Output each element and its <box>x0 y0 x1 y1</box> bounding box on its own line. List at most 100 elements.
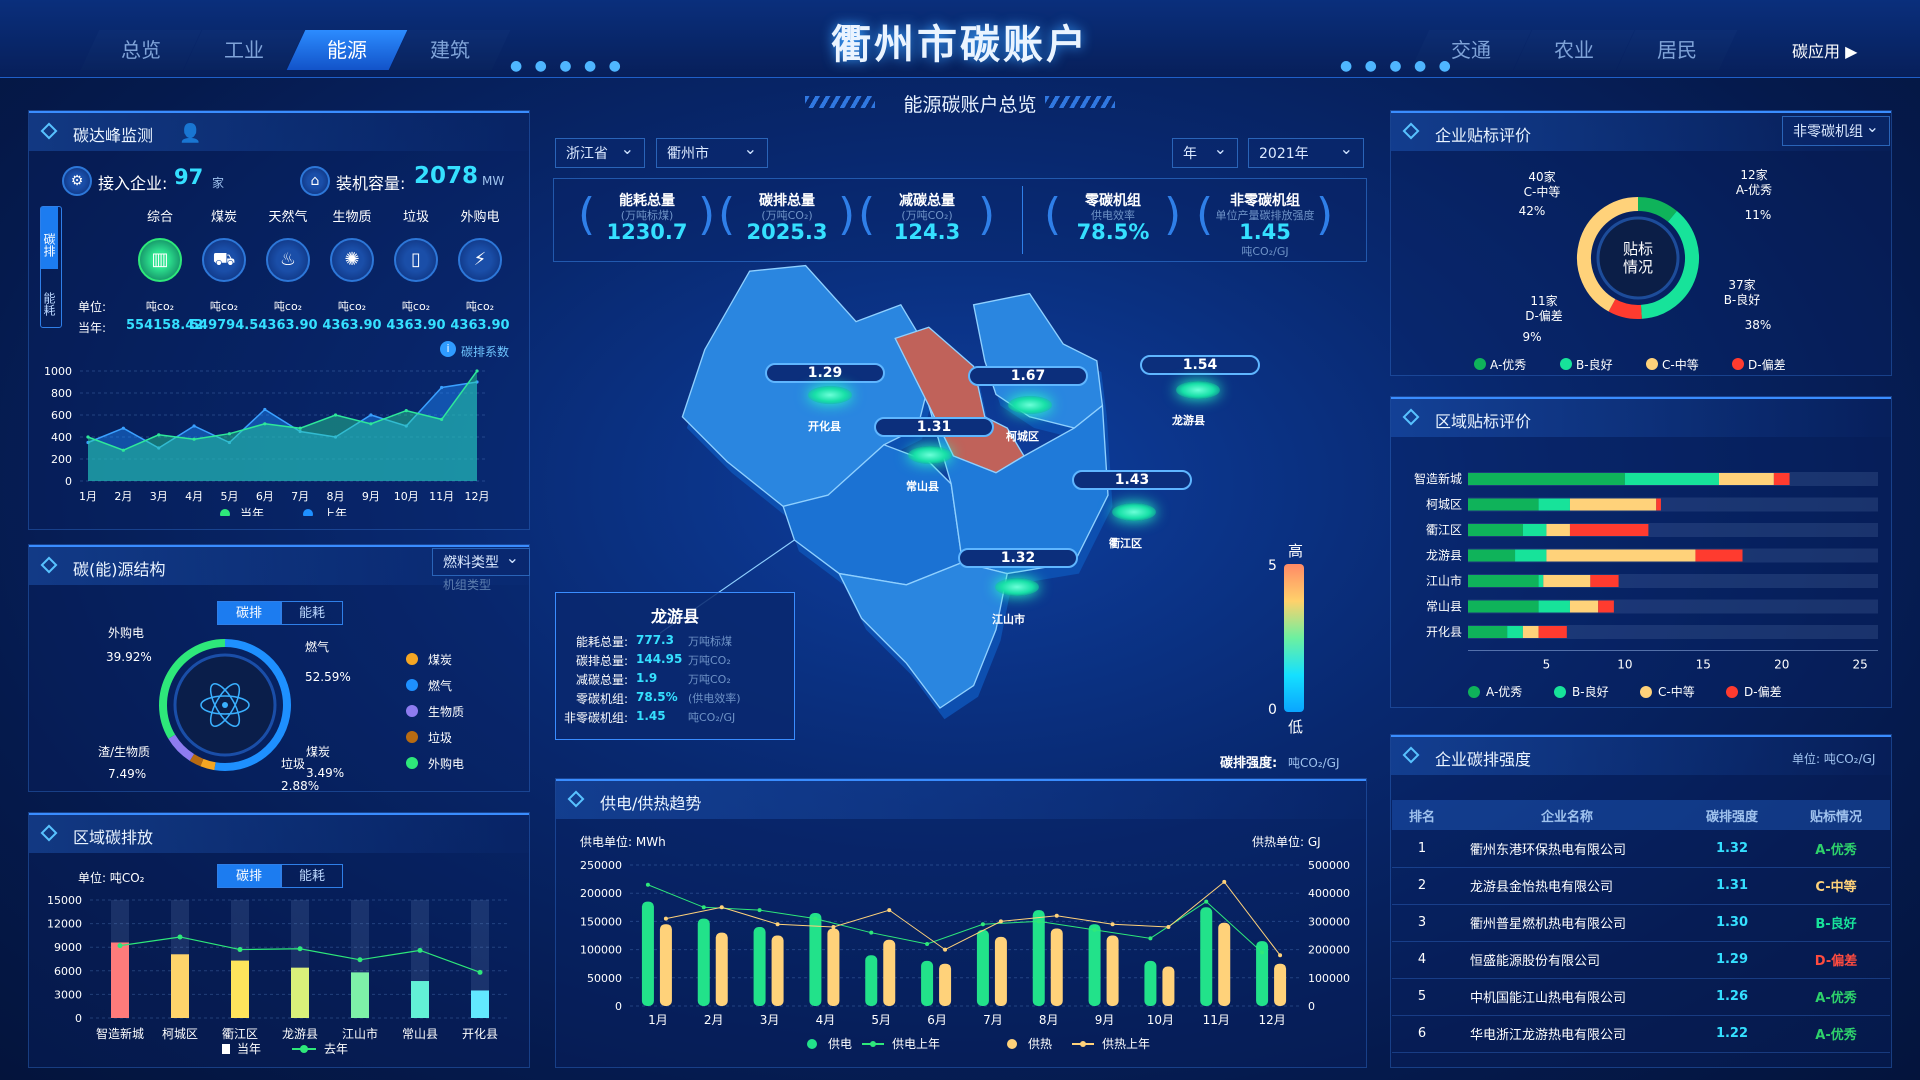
user-icon[interactable]: 👤 <box>179 123 202 144</box>
x-tick: 11月 <box>1203 1013 1230 1027</box>
tab-工业[interactable]: 工业 <box>183 30 305 70</box>
map-pin-icon[interactable] <box>995 578 1039 596</box>
y-tick-left: 100000 <box>580 944 622 957</box>
tab-label: 建筑 <box>430 38 470 62</box>
table-row[interactable]: 5 中机国能江山热电有限公司 1.26 A-优秀 <box>1392 978 1890 1016</box>
access-unit: 家 <box>212 176 225 190</box>
table-row[interactable]: 3 衢州普星燃机热电有限公司 1.30 B-良好 <box>1392 904 1890 942</box>
series-last-point <box>177 934 183 940</box>
series-power-last-point <box>1204 899 1209 904</box>
coal-icon[interactable]: ⛟ <box>202 238 246 282</box>
panel-title: 区域碳排放 <box>73 828 154 847</box>
series-last-point <box>237 947 243 953</box>
series-heat-last-point <box>998 919 1003 924</box>
carbon-app-link[interactable]: 碳应用 ▶ <box>1792 42 1858 61</box>
bracket-right: ) <box>1164 189 1182 240</box>
settings-icon: ⚙ <box>62 166 92 196</box>
bar-segment <box>1569 600 1599 613</box>
province-select[interactable]: 浙江省 <box>555 134 645 168</box>
structure-tab-energy[interactable]: 能耗 <box>281 601 343 625</box>
bar-power <box>641 901 654 1006</box>
bracket-right: ) <box>978 189 996 240</box>
map-value-badge: 1.67 <box>968 366 1088 386</box>
popup-v: 78.5% <box>636 690 678 704</box>
table-row[interactable]: 6 华电浙江龙游热电有限公司 1.22 A-优秀 <box>1392 1015 1890 1053</box>
legend-label: D-偏差 <box>1744 684 1782 699</box>
series-heat-last-point <box>1110 922 1115 927</box>
tab-label: 总览 <box>121 38 161 62</box>
popup-v: 777.3 <box>636 633 674 647</box>
intensity-table-unit: 单位: 吨CO₂/GJ <box>1792 752 1876 766</box>
tab-居民[interactable]: 居民 <box>1616 30 1738 70</box>
popup-u: (供电效率) <box>688 692 741 705</box>
map-pin-icon[interactable] <box>908 446 952 464</box>
series-last-point <box>357 957 363 963</box>
map-pin-icon[interactable] <box>1176 381 1220 399</box>
biomass-icon[interactable]: ✺ <box>330 238 374 282</box>
bar-track <box>1468 625 1878 639</box>
tab-energy[interactable]: 能耗 <box>42 292 56 316</box>
series-power-last-point <box>925 941 930 946</box>
unit-label: 单位: <box>78 300 107 314</box>
diamond-icon <box>1402 746 1420 764</box>
map-region-label: 江山市 <box>992 613 1025 626</box>
kpi-strip <box>553 178 1367 262</box>
rating-pct: 42% <box>1518 204 1546 218</box>
bar-heat <box>1162 966 1175 1006</box>
rating-slice <box>1640 211 1699 319</box>
flame-icon[interactable]: ♨ <box>266 238 310 282</box>
rating-pct: 9% <box>1522 330 1542 344</box>
tab-建筑[interactable]: 建筑 <box>389 30 511 70</box>
table-row[interactable]: 2 龙游县金怡热电有限公司 1.31 C-中等 <box>1392 867 1890 905</box>
tab-总览[interactable]: 总览 <box>80 30 202 70</box>
bar-current <box>171 954 189 1018</box>
year-select[interactable]: 2021年 <box>1248 134 1364 168</box>
lightning-icon[interactable]: ⚡ <box>458 238 502 282</box>
source-value: 554158.42 <box>126 318 204 333</box>
tab-农业[interactable]: 农业 <box>1513 30 1635 70</box>
legend-heat-last: 供热上年 <box>1102 1037 1150 1051</box>
cell-val: 1.26 <box>1682 978 1782 1016</box>
city-select[interactable]: 衢州市 <box>656 134 768 168</box>
bar-segment <box>1468 575 1539 587</box>
x-tick: 9月 <box>362 490 380 503</box>
structure-donut <box>159 639 291 771</box>
unit-type-select[interactable]: 非零碳机组 <box>1782 112 1890 146</box>
legend-label: 外购电 <box>428 757 465 771</box>
map-pin-icon[interactable] <box>1112 503 1156 521</box>
region-tab-carbon[interactable]: 碳排 <box>217 864 281 888</box>
slice-name: 渣/生物质 <box>98 745 151 759</box>
map-pin-icon[interactable] <box>808 386 852 404</box>
source-name: 生物质 <box>332 210 372 225</box>
map-region-label: 开化县 <box>808 420 841 433</box>
panel-title: 碳(能)源结构 <box>73 560 166 579</box>
access-label: 接入企业: <box>98 174 168 193</box>
composite-icon[interactable]: ▥ <box>138 238 182 282</box>
decor-dots: ● ● ● ● ● <box>1340 58 1455 74</box>
trash-icon[interactable]: ▯ <box>394 238 438 282</box>
bar-segment <box>1468 524 1523 536</box>
bracket-left: ( <box>578 189 596 240</box>
y-tick: 12000 <box>47 918 82 931</box>
kpi-value: 78.5% <box>1076 220 1150 244</box>
tab-carbon[interactable]: 碳排 <box>41 207 58 269</box>
structure-tab-carbon[interactable]: 碳排 <box>217 601 281 625</box>
bracket-left: ( <box>1196 189 1214 240</box>
cell-name: 龙游县金怡热电有限公司 <box>1452 867 1682 905</box>
map-pin-icon[interactable] <box>1008 396 1052 414</box>
period-select[interactable]: 年 <box>1172 134 1238 168</box>
fuel-type-select[interactable]: 燃料类型 <box>432 544 530 576</box>
bar-segment <box>1507 626 1523 638</box>
legend-dot <box>1474 358 1486 370</box>
table-row[interactable]: 4 恒盛能源股份有限公司 1.29 D-偏差 <box>1392 941 1890 979</box>
region-tab-energy[interactable]: 能耗 <box>281 864 343 888</box>
cell-name: 衢州普星燃机热电有限公司 <box>1452 904 1682 942</box>
tab-能源[interactable]: 能源 <box>286 30 408 70</box>
rating-label: C-中等 <box>1523 185 1561 199</box>
info-icon[interactable]: i <box>440 341 456 357</box>
table-row[interactable]: 1 衢州东港环保热电有限公司 1.32 A-优秀 <box>1392 830 1890 868</box>
kpi-unit: (万吨标煤) <box>620 209 674 222</box>
series-current-line <box>87 370 478 452</box>
y-tick-right: 200000 <box>1308 944 1350 957</box>
